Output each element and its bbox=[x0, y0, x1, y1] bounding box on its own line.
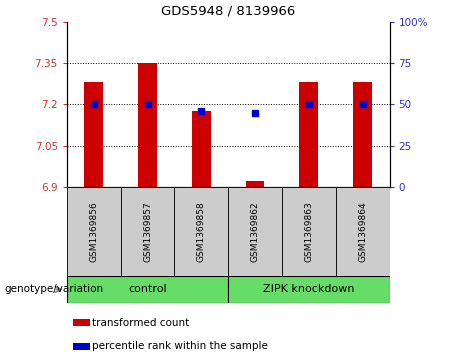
Text: GSM1369862: GSM1369862 bbox=[251, 201, 260, 262]
Bar bbox=[67, 276, 228, 303]
Bar bbox=[353, 82, 372, 187]
Text: GSM1369856: GSM1369856 bbox=[89, 201, 98, 262]
Bar bbox=[336, 187, 390, 276]
Text: ZIPK knockdown: ZIPK knockdown bbox=[263, 285, 355, 294]
Text: control: control bbox=[128, 285, 167, 294]
Bar bbox=[282, 187, 336, 276]
Bar bbox=[300, 82, 318, 187]
Bar bbox=[228, 187, 282, 276]
Bar bbox=[73, 319, 89, 326]
Bar bbox=[67, 187, 121, 276]
Text: GSM1369863: GSM1369863 bbox=[304, 201, 313, 262]
Bar bbox=[192, 111, 211, 187]
Text: genotype/variation: genotype/variation bbox=[5, 285, 104, 294]
Bar bbox=[84, 82, 103, 187]
Title: GDS5948 / 8139966: GDS5948 / 8139966 bbox=[161, 5, 296, 18]
Text: GSM1369857: GSM1369857 bbox=[143, 201, 152, 262]
Text: percentile rank within the sample: percentile rank within the sample bbox=[93, 341, 268, 351]
Bar bbox=[246, 182, 265, 187]
Text: transformed count: transformed count bbox=[93, 318, 190, 328]
Bar bbox=[174, 187, 228, 276]
Bar bbox=[138, 63, 157, 187]
Text: GSM1369864: GSM1369864 bbox=[358, 201, 367, 262]
Bar bbox=[121, 187, 174, 276]
Bar bbox=[73, 343, 89, 350]
Text: GSM1369858: GSM1369858 bbox=[197, 201, 206, 262]
Bar bbox=[228, 276, 390, 303]
